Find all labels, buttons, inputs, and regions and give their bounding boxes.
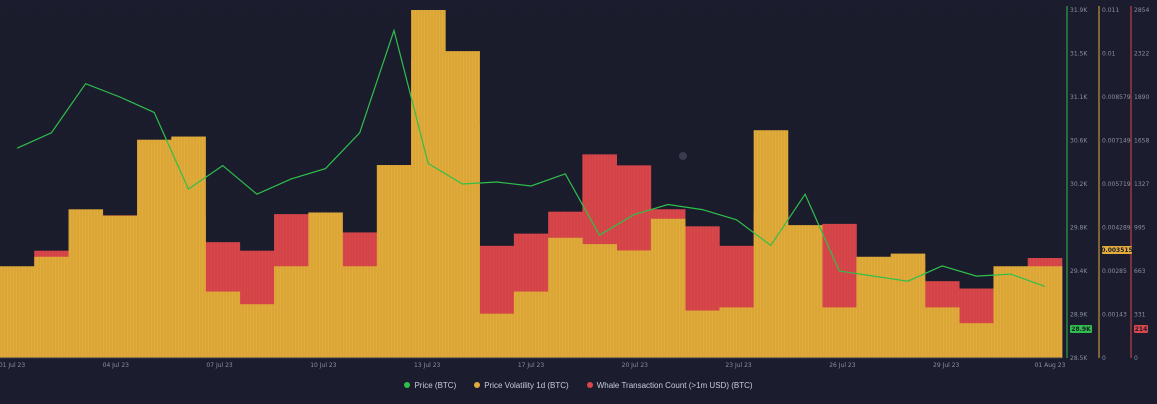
legend-dot-whale <box>586 382 593 388</box>
volatility-axis-tick: 0 <box>1102 355 1106 362</box>
x-tick-label: 23 Jul 23 <box>725 362 752 369</box>
volatility-bar <box>411 10 446 358</box>
volatility-bar <box>582 244 617 358</box>
x-tick-label: 10 Jul 23 <box>310 362 337 369</box>
legend-item-whale[interactable]: Whale Transaction Count (>1m USD) (BTC) <box>586 380 753 390</box>
x-tick-label: 01 Aug 23 <box>1035 362 1066 369</box>
volatility-bar <box>205 291 241 358</box>
volatility-bar <box>719 307 754 358</box>
volatility-axis-tick: 0.005719 <box>1102 181 1131 188</box>
volatility-bar <box>376 165 412 358</box>
volatility-bar <box>68 209 104 358</box>
whale-axis-tick: 1327 <box>1134 181 1149 188</box>
volatility-bar <box>959 323 994 358</box>
x-tick-label: 17 Jul 23 <box>518 362 545 369</box>
volatility-bar <box>924 307 960 358</box>
x-tick-label: 20 Jul 23 <box>622 362 649 369</box>
volatility-bar <box>34 256 69 358</box>
volatility-bar <box>993 266 1029 358</box>
price-badge-label: 28.9K <box>1071 326 1091 333</box>
whale-axis-tick: 2322 <box>1134 51 1149 58</box>
price-axis-tick: 30.6K <box>1070 138 1088 145</box>
x-tick-label: 04 Jul 23 <box>103 362 130 369</box>
volatility-bar <box>513 291 549 358</box>
whale-axis-tick: 995 <box>1134 225 1146 232</box>
legend-item-volatility[interactable]: Price Volatility 1d (BTC) <box>474 380 569 390</box>
volatility-axis-tick: 0.011 <box>1102 7 1119 14</box>
volatility-axis-tick: 0.004289 <box>1102 225 1131 232</box>
whale-axis-tick: 2854 <box>1134 7 1149 14</box>
volatility-bar <box>308 212 343 358</box>
whale-axis-tick: 1658 <box>1134 138 1149 145</box>
chart-svg: 01 Jul 23 04 Jul 23 07 Jul 23 10 Jul 23 13 J… <box>0 6 1150 369</box>
volatility-axis-tick: 0.00285 <box>1102 268 1127 275</box>
x-tick-label: 29 Jul 23 <box>933 362 960 369</box>
price-line <box>16 28 1046 287</box>
price-axis-tick: 31.5K <box>1070 51 1088 58</box>
volatility-bar <box>685 310 720 358</box>
whale-axis-tick: 1890 <box>1134 94 1149 101</box>
volatility-bar <box>650 218 686 358</box>
price-axis-tick: 28.9K <box>1070 312 1088 319</box>
price-axis-tick: 31.1K <box>1070 94 1088 101</box>
volatility-bar <box>342 266 378 358</box>
volatility-bar <box>239 304 275 358</box>
volatility-bar <box>445 51 480 359</box>
legend-label-volatility: Price Volatility 1d (BTC) <box>484 380 569 390</box>
price-axis-tick: 30.2K <box>1070 181 1088 188</box>
volatility-bar <box>102 215 138 358</box>
volatility-bar <box>787 225 823 358</box>
legend-dot-volatility <box>474 382 481 388</box>
price-axis-tick: 29.4K <box>1070 268 1088 275</box>
whale-axis-tick: 0 <box>1134 355 1138 362</box>
volatility-axis-tick: 0.008579 <box>1102 94 1131 101</box>
whale-badge <box>1134 325 1148 333</box>
volatility-axis-tick: 0.00143 <box>1102 312 1127 319</box>
volatility-bar <box>548 237 583 358</box>
price-axis-tick: 31.9K <box>1070 7 1088 14</box>
price-badge <box>1070 325 1092 333</box>
volatility-bar <box>856 256 892 358</box>
volatility-bar <box>616 250 652 358</box>
volatility-axis-tick: 0.007149 <box>1102 138 1131 145</box>
volatility-bar <box>1027 266 1063 358</box>
price-axis-tick: 28.5K <box>1070 355 1088 362</box>
whale-axis-tick: 331 <box>1134 312 1146 319</box>
volatility-badge-label: 0.003515 <box>1101 247 1133 254</box>
price-axis-tick: 29.8K <box>1070 225 1088 232</box>
volatility-bar <box>274 266 309 358</box>
x-tick-label: 13 Jul 23 <box>414 362 441 369</box>
x-tick-label: 26 Jul 23 <box>829 362 856 369</box>
whale-axis-tick: 663 <box>1134 268 1146 275</box>
x-tick-label: 01 Jul 23 <box>0 362 25 369</box>
legend-item-price[interactable]: Price (BTC) <box>404 381 456 390</box>
legend-dot-price <box>404 382 411 388</box>
watermark-icon <box>679 152 687 160</box>
volatility-bar <box>822 307 857 358</box>
volatility-bar <box>171 136 206 358</box>
legend-label-whale: Whale Transaction Count (>1m USD) (BTC) <box>596 380 753 390</box>
volatility-bar <box>890 253 926 358</box>
volatility-bar <box>137 139 172 358</box>
x-tick-label: 07 Jul 23 <box>206 362 233 369</box>
volatility-axis-tick: 0.01 <box>1102 51 1116 58</box>
volatility-bar <box>0 266 35 358</box>
volatility-bar <box>479 313 515 358</box>
whale-badge-label: 214 <box>1135 326 1148 333</box>
volatility-badge <box>1102 246 1132 254</box>
legend-label-price: Price (BTC) <box>414 380 457 390</box>
legend: Price (BTC) Price Volatility 1d (BTC) Wh… <box>0 376 1157 394</box>
